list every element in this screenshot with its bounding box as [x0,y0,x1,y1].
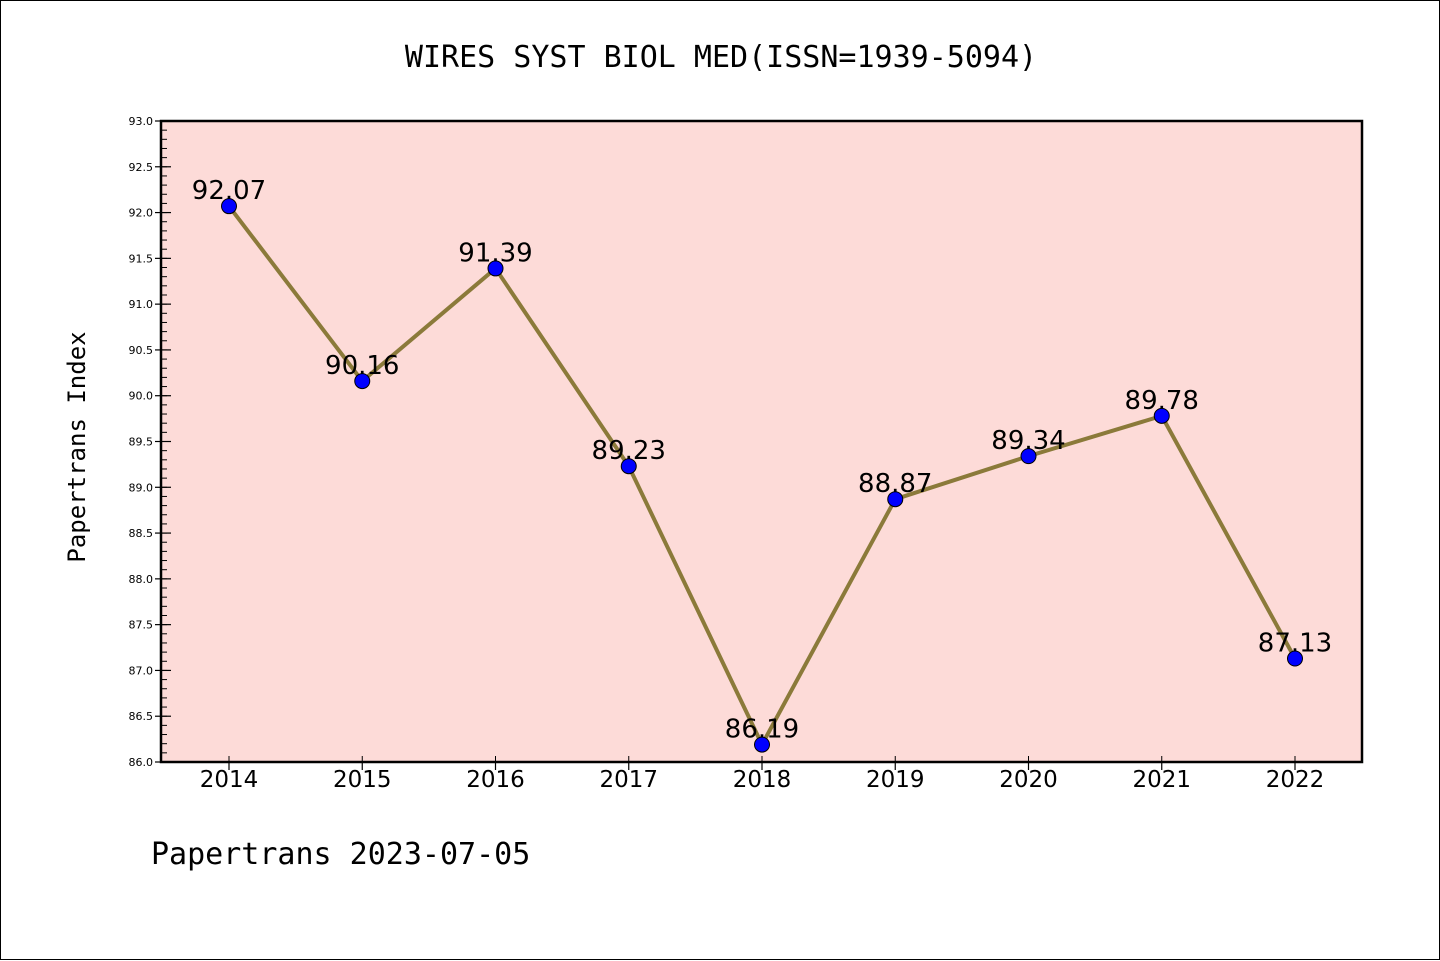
x-tick-label: 2016 [466,767,525,793]
data-label: 92.07 [192,176,266,206]
y-tick-label: 89.5 [129,436,154,449]
footer-text: Papertrans 2023-07-05 [151,837,530,872]
y-tick-label: 86.5 [129,710,154,723]
data-label: 91.39 [458,238,532,268]
data-point [221,198,237,215]
y-tick-label: 92.5 [129,161,154,174]
y-tick-label: 91.0 [129,298,154,311]
data-point [620,458,637,475]
x-tick-label: 2018 [733,767,792,793]
x-tick-label: 2014 [200,767,259,793]
x-tick-label: 2020 [999,767,1058,793]
data-label: 89.34 [991,426,1065,456]
y-tick-label: 89.0 [129,481,154,494]
data-label: 89.23 [592,436,666,466]
data-labels-layer: 92.07 90.16 91.39 89.23 86.19 88.87 89.34 89.78… [192,176,1332,744]
x-tick-label: 2022 [1266,767,1325,793]
y-tick-label: 92.0 [129,207,154,220]
y-tick-label: 90.5 [129,344,154,357]
data-point [1020,448,1037,465]
data-label: 87.13 [1258,629,1332,659]
data-label: 86.19 [725,715,799,745]
x-tick-label: 2015 [333,767,392,793]
plot-border [159,119,1364,764]
y-tick-label: 87.5 [129,619,154,632]
x-tick-label: 2017 [599,767,658,793]
chart-title: WIRES SYST BIOL MED(ISSN=1939-5094) [405,40,1037,75]
data-label: 88.87 [858,469,932,499]
data-label: 89.78 [1125,386,1199,416]
points-layer [221,198,1303,753]
plot-area [161,121,1362,762]
y-tick-label: 87.0 [129,664,154,677]
y-tick-label: 91.5 [129,252,154,265]
x-tick-label: 2021 [1132,767,1191,793]
data-point [754,736,770,753]
data-point [887,491,904,508]
y-tick-label: 93.0 [129,115,154,128]
y-tick-label: 88.5 [129,527,154,540]
data-label: 90.16 [325,351,399,381]
data-point [1153,407,1170,424]
data-point [487,260,504,277]
ticks-layer: 86.0 86.5 87.0 87.5 88.0 88.5 89.0 89.5 90.0 90.5… [129,115,1325,793]
y-tick-label: 86.0 [129,756,154,769]
y-tick-label: 88.0 [129,573,154,586]
data-point [354,373,371,390]
y-axis-label: Papertrans Index [63,331,91,562]
y-tick-label: 90.0 [129,390,154,403]
data-point [1287,650,1303,667]
x-tick-label: 2019 [866,767,925,793]
